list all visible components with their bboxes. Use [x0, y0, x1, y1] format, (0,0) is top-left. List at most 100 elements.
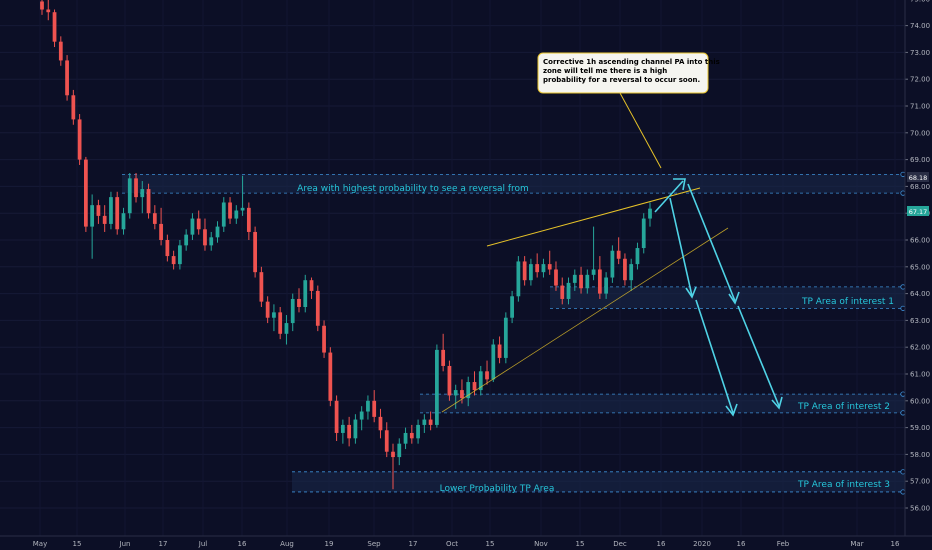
zone-box [122, 174, 905, 194]
candle-body [334, 400, 339, 433]
candle-body [297, 298, 301, 307]
candle-body [228, 202, 232, 219]
time-tick-label: Jul [198, 540, 208, 548]
candle-body [579, 274, 583, 289]
candle-body [635, 248, 640, 265]
candle-body [435, 349, 439, 425]
price-tick-label: 72.00 [910, 76, 930, 84]
candle-body [453, 390, 458, 396]
candle-body [497, 344, 502, 358]
zone-label-reversal: Area with highest probability to see a r… [297, 184, 529, 194]
candle-body [309, 280, 314, 291]
price-tick-label: 64.00 [910, 290, 930, 298]
price-tag-current-bg [907, 206, 929, 216]
zone-label-tp2: TP Area of interest 2 [797, 402, 890, 412]
zone-label-tp3: TP Area of interest 3 [797, 480, 890, 490]
candle-body [121, 213, 126, 230]
candle-body [359, 411, 364, 420]
candle-body [40, 1, 44, 10]
candle-body [159, 223, 163, 240]
candle-body [134, 178, 138, 198]
candles-layer [40, 0, 652, 490]
candle-body [290, 298, 295, 324]
candle-body [215, 226, 220, 238]
time-tick-label: 15 [576, 540, 585, 548]
price-tag-top-bg [907, 172, 929, 182]
time-tick-label: 19 [325, 540, 334, 548]
price-tick-label: 57.00 [910, 478, 930, 486]
candle-body [491, 344, 496, 380]
price-tick-label: 66.00 [910, 237, 930, 245]
candle-body [604, 277, 609, 294]
candle-body [378, 416, 383, 431]
projection-arrow-head-2b [771, 396, 783, 410]
price-tick-label: 65.00 [910, 263, 930, 271]
candle-body [96, 205, 101, 216]
candle-body [340, 424, 345, 433]
candle-body [109, 197, 113, 224]
candle-body [447, 365, 452, 396]
candle-body [347, 424, 352, 439]
candle-body [146, 189, 151, 214]
candle-body [478, 371, 483, 391]
time-tick-label: 15 [486, 540, 495, 548]
price-tick-label: 68.00 [910, 183, 930, 191]
candle-body [384, 430, 389, 452]
candle-body [366, 400, 370, 412]
candle-body [409, 432, 414, 439]
zone-box [550, 286, 905, 309]
candle-body [416, 424, 420, 439]
time-tick-label: Feb [777, 540, 790, 548]
projection-arrow-head-2a [725, 403, 738, 417]
channel-upper-line [486, 187, 701, 247]
annotation-line-2: zone will tell me there is a high [543, 67, 667, 75]
candle-body [265, 301, 270, 318]
candle-body [503, 317, 508, 358]
candle-body [516, 261, 521, 297]
candle-body [554, 269, 558, 286]
time-axis: May 15 Jun 17 Jul 16 Aug 19 Sep 17 Oct 15 Nov 15 Dec 16… [0, 535, 932, 548]
candle-body [284, 323, 289, 334]
candle-body [422, 419, 427, 425]
candle-body [572, 274, 577, 283]
time-tick-label: May [33, 540, 47, 548]
projection-arrow-path-1b [687, 183, 736, 302]
zone-label-tp1: TP Area of interest 1 [801, 297, 894, 307]
candle-body [403, 432, 408, 444]
candle-body [83, 159, 88, 227]
candle-body [510, 296, 514, 318]
price-tick-label: 60.00 [910, 397, 930, 405]
candle-body [190, 218, 195, 235]
time-tick-label: Aug [280, 540, 294, 548]
projection-arrow-up [654, 180, 684, 213]
time-tick-label: 17 [409, 540, 418, 548]
candle-body [610, 250, 615, 278]
price-tick-label: 58.00 [910, 451, 930, 459]
candle-body [278, 312, 283, 334]
candle-body [196, 218, 201, 230]
zone-box [292, 471, 905, 492]
projection-arrow-head-1a [685, 286, 697, 299]
time-tick-label: 16 [737, 540, 746, 548]
candle-body [184, 234, 189, 246]
projection-arrow-head-1b [728, 291, 740, 305]
candle-body [397, 443, 402, 458]
candle-body [58, 41, 63, 61]
candle-body [328, 352, 333, 401]
price-tick-label: 61.00 [910, 371, 930, 379]
candle-body [71, 95, 76, 120]
candle-body [485, 371, 489, 380]
candle-body [648, 208, 652, 219]
projection-arrow-path-1a [669, 197, 693, 297]
price-tick-label: 74.00 [910, 22, 930, 30]
candle-body [585, 274, 590, 289]
time-tick-label: 2020 [693, 540, 711, 548]
candle-body [466, 382, 471, 399]
candle-body [52, 12, 57, 42]
price-tick-label: 63.00 [910, 317, 930, 325]
time-tick-label: Sep [367, 540, 381, 548]
candle-body [115, 197, 120, 230]
candle-body [246, 207, 251, 232]
time-tick-label: 15 [73, 540, 82, 548]
